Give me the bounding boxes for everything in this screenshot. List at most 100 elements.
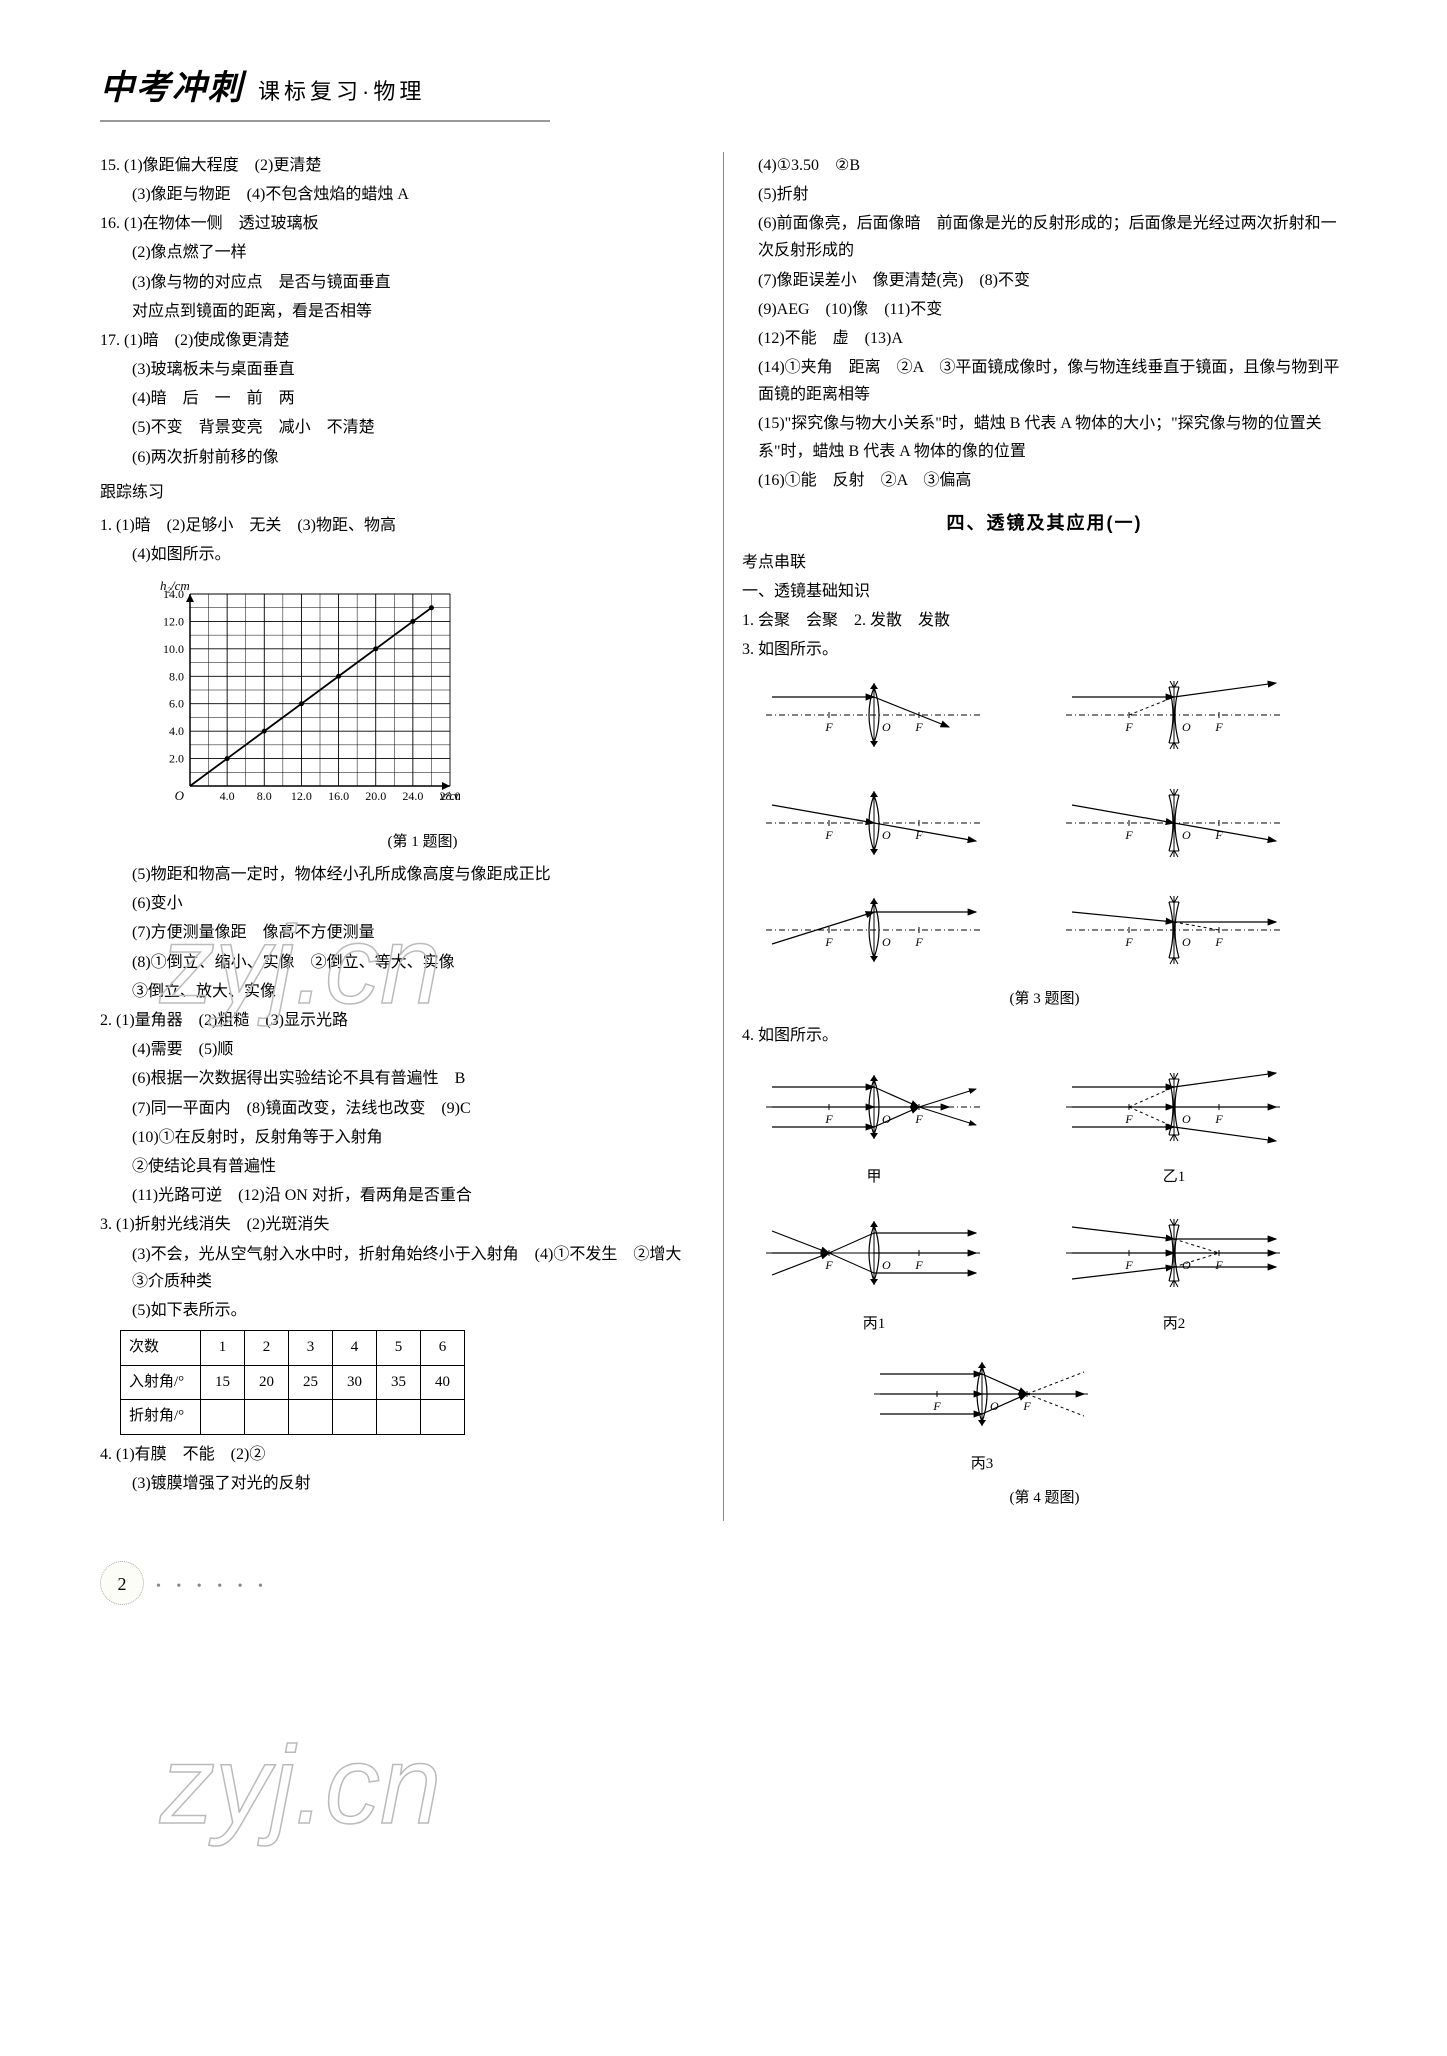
lens-diagram: FFO丙1	[754, 1208, 994, 1337]
a4: 4. 如图所示。	[742, 1022, 1347, 1049]
r-l7: (14)①夹角 距离 ②A ③平面镜成像时，像与物连线垂直于镜面，且像与物到平面…	[742, 354, 1347, 408]
refraction-table: 次数 1 2 3 4 5 6 入射角/° 15 20 25 30 35 40 折…	[120, 1330, 465, 1435]
svg-text:h₂/cm: h₂/cm	[160, 578, 190, 593]
a3: 3. 如图所示。	[742, 636, 1347, 663]
svg-text:O: O	[1182, 720, 1191, 734]
page-body: 15. (1)像距偏大程度 (2)更清楚 (3)像距与物距 (4)不包含烛焰的蜡…	[100, 152, 1347, 1521]
svg-text:8.0: 8.0	[257, 789, 272, 803]
q16-l4: 对应点到镜面的距离，看是否相等	[100, 298, 705, 325]
lens-diagram: FFO	[1054, 783, 1294, 872]
t4-l1: 4. (1)有膜 不能 (2)②	[100, 1441, 705, 1468]
table-cell: 25	[289, 1365, 333, 1400]
q17-l5: (6)两次折射前移的像	[100, 444, 705, 471]
table-cell	[289, 1400, 333, 1435]
r-l8: (15)"探究像与物大小关系"时，蜡烛 B 代表 A 物体的大小；"探究像与物的…	[742, 410, 1347, 464]
svg-text:F: F	[914, 1258, 923, 1272]
t2-l1: 2. (1)量角器 (2)粗糙 (3)显示光路	[100, 1007, 705, 1034]
svg-text:O: O	[882, 935, 891, 949]
svg-text:O: O	[1182, 1112, 1191, 1126]
t3-l2: (3)不会，光从空气射入水中时，折射角始终小于入射角 (4)①不发生 ②增大 ③…	[100, 1241, 705, 1295]
svg-text:8.0: 8.0	[169, 670, 184, 684]
t2-l7: (11)光路可逆 (12)沿 ON 对折，看两角是否重合	[100, 1182, 705, 1209]
q15-l1: 15. (1)像距偏大程度 (2)更清楚	[100, 152, 705, 179]
svg-text:O: O	[882, 1258, 891, 1272]
table-cell: 30	[333, 1365, 377, 1400]
table-cell: 20	[245, 1365, 289, 1400]
section-title: 四、透镜及其应用(一)	[742, 508, 1347, 539]
table-cell: 15	[201, 1365, 245, 1400]
a1: 1. 会聚 会聚 2. 发散 发散	[742, 607, 1347, 634]
svg-text:12.0: 12.0	[163, 615, 184, 629]
q17-l2: (3)玻璃板未与桌面垂直	[100, 356, 705, 383]
table-cell	[201, 1400, 245, 1435]
left-column: 15. (1)像距偏大程度 (2)更清楚 (3)像距与物距 (4)不包含烛焰的蜡…	[100, 152, 724, 1521]
svg-text:2.0: 2.0	[169, 752, 184, 766]
lens-diagram: FFO丙2	[1054, 1208, 1294, 1337]
fig4-caption: (第 4 题图)	[742, 1486, 1347, 1512]
lens-diagram: FFO乙1	[1054, 1062, 1294, 1191]
table-cell: 35	[377, 1365, 421, 1400]
t1-l6: (8)①倒立、缩小、实像 ②倒立、等大、实像	[100, 949, 705, 976]
page-footer: 2	[100, 1521, 1347, 1605]
svg-text:F: F	[1214, 720, 1223, 734]
chart-svg: 2.04.06.08.010.012.014.04.08.012.016.020…	[140, 576, 460, 816]
svg-text:O: O	[882, 828, 891, 842]
q17-l3: (4)暗 后 一 前 两	[100, 385, 705, 412]
t3-l1: 3. (1)折射光线消失 (2)光斑消失	[100, 1211, 705, 1238]
t2-l3: (6)根据一次数据得出实验结论不具有普遍性 B	[100, 1065, 705, 1092]
r-l9: (16)①能 反射 ②A ③偏高	[742, 467, 1347, 494]
t1-l3: (5)物距和物高一定时，物体经小孔所成像高度与像距成正比	[100, 861, 705, 888]
svg-text:F: F	[1124, 720, 1133, 734]
svg-text:10.0: 10.0	[163, 642, 184, 656]
r-l3: (6)前面像亮，后面像暗 前面像是光的反射形成的；后面像是光经过两次折射和一次反…	[742, 210, 1347, 264]
svg-text:O: O	[990, 1399, 999, 1413]
table-cell	[333, 1400, 377, 1435]
svg-text:4.0: 4.0	[169, 725, 184, 739]
svg-text:F: F	[824, 720, 833, 734]
svg-text:v/cm: v/cm	[440, 788, 460, 803]
svg-text:O: O	[882, 1112, 891, 1126]
q16-l2: (2)像点燃了一样	[100, 239, 705, 266]
t2-l2: (4)需要 (5)顺	[100, 1036, 705, 1063]
sub1: 一、透镜基础知识	[742, 578, 1347, 605]
chart-caption: (第 1 题图)	[100, 830, 705, 856]
fig4-grid2: FFO丙3	[862, 1349, 1347, 1478]
table-cell: 5	[377, 1331, 421, 1366]
svg-text:4.0: 4.0	[220, 789, 235, 803]
svg-text:F: F	[1214, 1112, 1223, 1126]
t2-l4: (7)同一平面内 (8)镜面改变，法线也改变 (9)C	[100, 1095, 705, 1122]
header-title: 中考冲刺	[100, 60, 244, 118]
svg-text:F: F	[914, 935, 923, 949]
svg-text:F: F	[1124, 1112, 1133, 1126]
t3-l4: (5)如下表所示。	[100, 1297, 705, 1324]
svg-text:F: F	[824, 1112, 833, 1126]
q17-l1: 17. (1)暗 (2)使成像更清楚	[100, 327, 705, 354]
table-cell: 2	[245, 1331, 289, 1366]
t1-l7: ③倒立、放大、实像	[100, 978, 705, 1005]
svg-text:F: F	[914, 720, 923, 734]
t1-l5: (7)方便测量像距 像高不方便测量	[100, 919, 705, 946]
svg-text:20.0: 20.0	[365, 789, 386, 803]
lens-diagram: FFO	[1054, 675, 1294, 764]
fig3-grid: FFO FFO FFO FFO FFO FFO	[754, 675, 1347, 979]
svg-text:F: F	[1124, 935, 1133, 949]
svg-text:O: O	[1182, 1258, 1191, 1272]
fig4-grid: FFO甲 FFO乙1 FFO丙1 FFO丙2	[754, 1062, 1347, 1337]
svg-text:F: F	[1214, 935, 1223, 949]
header-underline	[100, 120, 550, 122]
svg-text:6.0: 6.0	[169, 697, 184, 711]
lens-diagram: FFO	[754, 675, 994, 764]
q15-l2: (3)像距与物距 (4)不包含烛焰的蜡烛 A	[100, 181, 705, 208]
lens-diagram: FFO	[754, 890, 994, 979]
r-l2: (5)折射	[742, 181, 1347, 208]
page-header: 中考冲刺 课标复习·物理	[100, 60, 1347, 122]
lens-diagram: FFO	[1054, 890, 1294, 979]
svg-text:24.0: 24.0	[402, 789, 423, 803]
table-cell: 40	[421, 1365, 465, 1400]
svg-text:F: F	[824, 828, 833, 842]
table-cell	[245, 1400, 289, 1435]
t4-l2: (3)镀膜增强了对光的反射	[100, 1470, 705, 1497]
svg-text:16.0: 16.0	[328, 789, 349, 803]
chart-q1: 2.04.06.08.010.012.014.04.08.012.016.020…	[140, 576, 705, 825]
table-row: 次数 1 2 3 4 5 6	[121, 1331, 465, 1366]
